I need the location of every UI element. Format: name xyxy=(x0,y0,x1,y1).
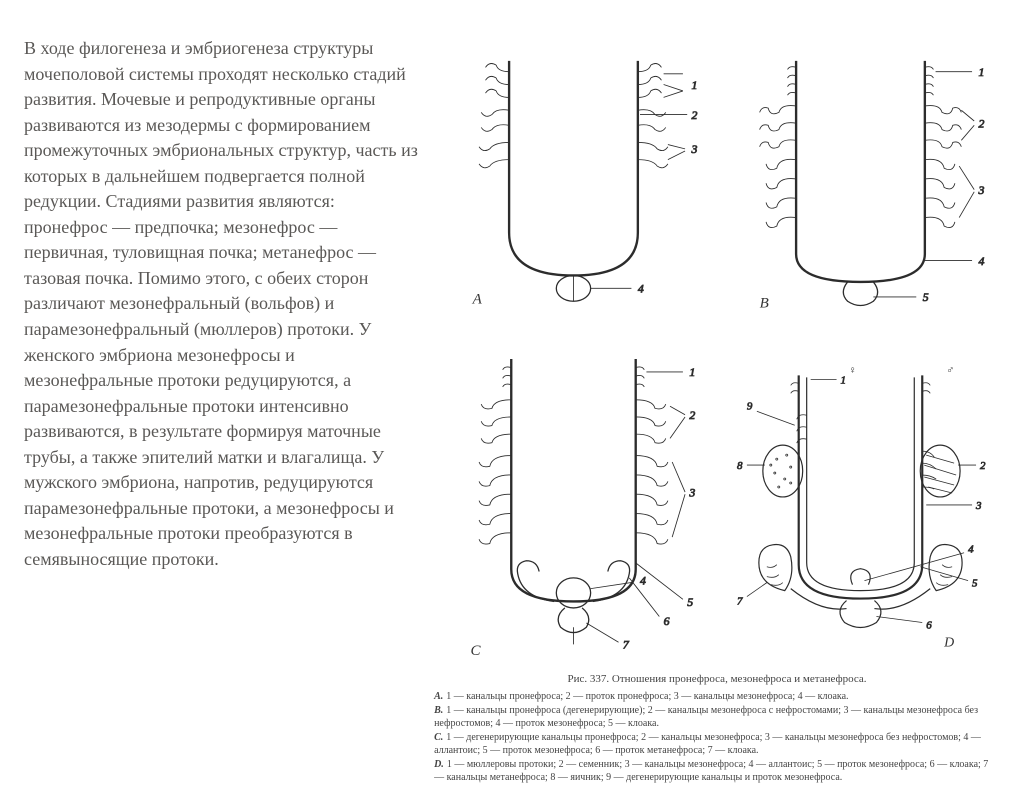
caption-line-b: B.1 — канальцы пронефроса (дегенерирующи… xyxy=(434,704,1000,730)
label-d6: 6 xyxy=(926,619,932,631)
label-c7: 7 xyxy=(623,638,630,652)
caption-line-c: C.1 — дегенерирующие канальцы пронефроса… xyxy=(434,731,1000,757)
label-a2: 2 xyxy=(692,108,698,122)
label-d7: 7 xyxy=(737,595,743,607)
panel-letter-b: B xyxy=(760,296,769,312)
label-d2: 2 xyxy=(980,460,986,472)
label-b2: 2 xyxy=(979,116,985,130)
caption-title: Рис. 337. Отношения пронефроса, мезонефр… xyxy=(434,672,1000,686)
symbol-male: ♂ xyxy=(946,364,954,376)
panel-b: 1 2 3 4 5 B xyxy=(721,18,1000,340)
label-b1: 1 xyxy=(979,65,985,79)
caption-line-a: A.1 — канальцы пронефроса; 2 — проток пр… xyxy=(434,690,1000,703)
label-d1: 1 xyxy=(841,374,846,386)
figure-caption: Рис. 337. Отношения пронефроса, мезонефр… xyxy=(434,666,1000,785)
figure-grid: 1 2 3 4 A xyxy=(434,18,1000,666)
label-c6: 6 xyxy=(664,614,670,628)
label-c2: 2 xyxy=(689,408,695,422)
panel-d: ♀ ♂ xyxy=(721,344,1000,666)
label-c3: 3 xyxy=(688,485,695,499)
panel-a: 1 2 3 4 A xyxy=(434,18,713,340)
label-d4: 4 xyxy=(968,544,974,556)
label-d5: 5 xyxy=(972,577,978,589)
panel-c: 1 2 3 4 5 6 7 C xyxy=(434,344,713,666)
panel-letter-c: C xyxy=(471,643,482,659)
label-a3: 3 xyxy=(691,142,698,156)
panel-letter-d: D xyxy=(943,635,954,650)
label-b5: 5 xyxy=(923,290,929,304)
text-column: В ходе филогенеза и эмбриогенеза структу… xyxy=(0,0,430,768)
label-b3: 3 xyxy=(978,183,985,197)
label-c4: 4 xyxy=(640,573,646,587)
symbol-female: ♀ xyxy=(849,364,857,376)
label-d9: 9 xyxy=(747,400,753,412)
body-paragraph: В ходе филогенеза и эмбриогенеза структу… xyxy=(24,36,420,572)
label-d3: 3 xyxy=(975,500,982,512)
caption-line-d: D.1 — мюллеровы протоки; 2 — семенник; 3… xyxy=(434,758,1000,784)
label-c1: 1 xyxy=(689,365,695,379)
panel-letter-a: A xyxy=(472,291,483,307)
label-d8: 8 xyxy=(737,460,743,472)
figure-column: 1 2 3 4 A xyxy=(430,0,1024,768)
label-a1: 1 xyxy=(692,78,698,92)
label-c5: 5 xyxy=(687,595,693,609)
label-a4: 4 xyxy=(638,282,644,296)
label-b4: 4 xyxy=(979,254,985,268)
